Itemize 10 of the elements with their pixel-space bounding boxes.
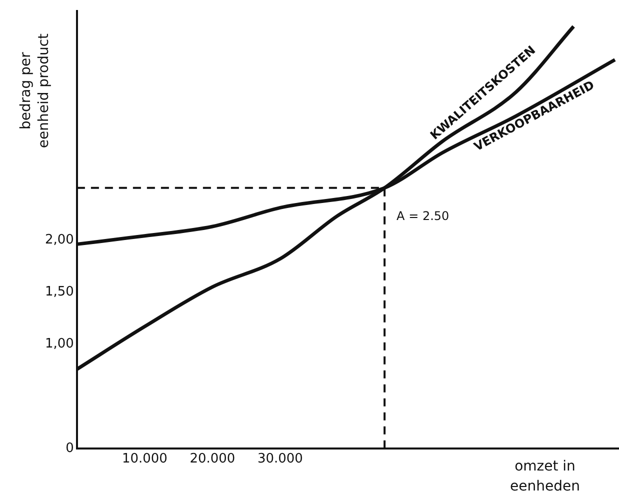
x-tick-label: 30.000 — [257, 452, 303, 467]
x-tick-label: 20.000 — [190, 452, 236, 467]
y-tick-label: 2,00 — [44, 232, 74, 248]
x-axis-title: omzet in eenheden — [510, 458, 580, 494]
ref-line-label: A = 2.50 — [396, 208, 450, 223]
y-tick-label: 1,00 — [44, 336, 74, 352]
y-tick-label: 0 — [66, 440, 74, 456]
y-tick-label: 1,50 — [44, 284, 74, 300]
y-axis-title: bedrag per eenheid product — [18, 32, 52, 148]
x-tick-label: 10.000 — [122, 452, 168, 467]
